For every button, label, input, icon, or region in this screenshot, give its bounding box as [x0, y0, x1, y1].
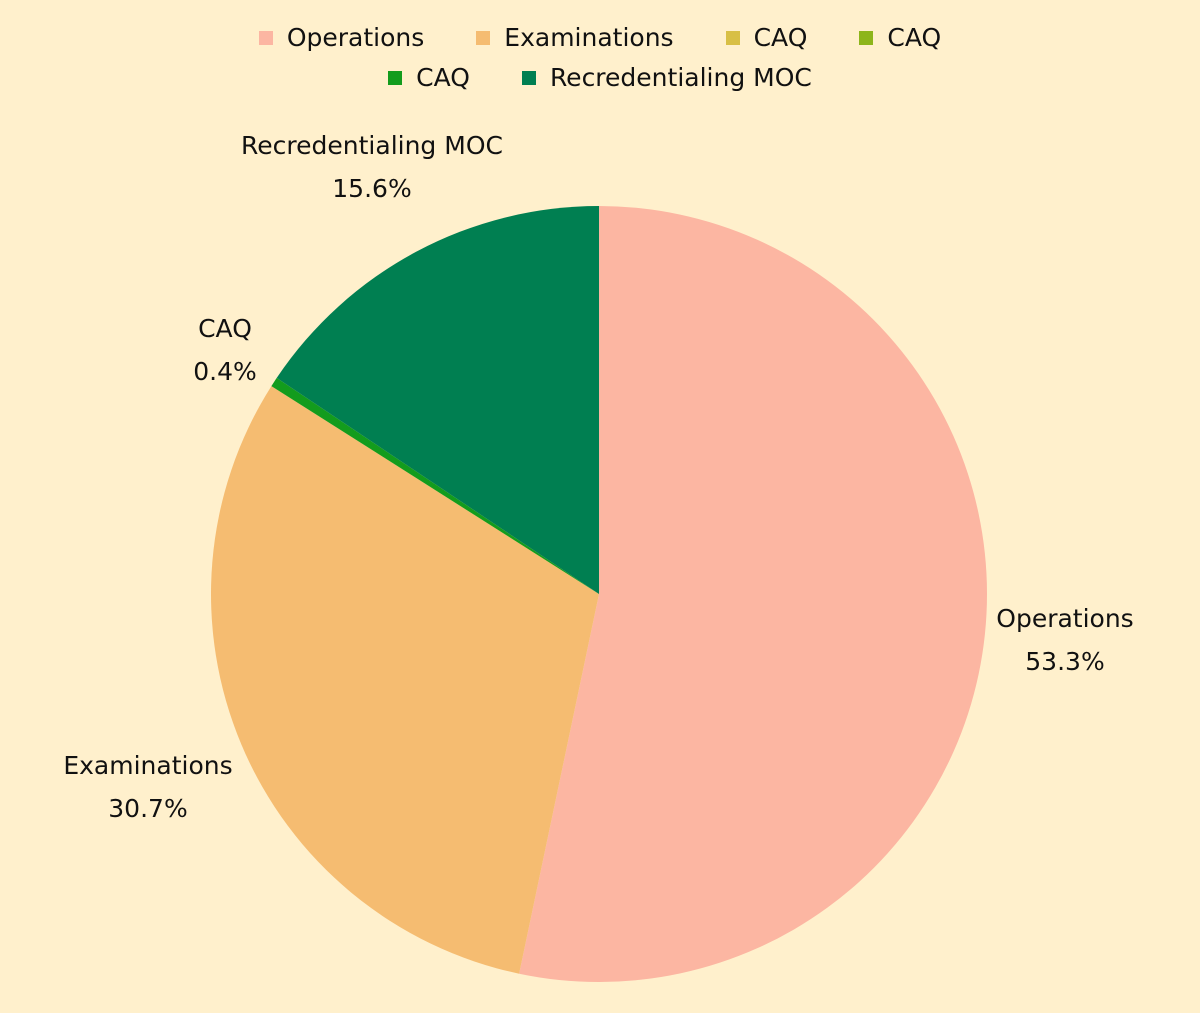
legend-swatch-operations [258, 31, 273, 45]
legend-label-recredentialing-moc: Recredentialing MOC [549, 63, 812, 92]
slice-value-operations: 53.3% [1025, 647, 1104, 676]
slice-label-examinations: Examinations [63, 751, 232, 780]
legend-swatch-examinations [476, 31, 491, 45]
legend-row-2: CAQ Recredentialing MOC [388, 60, 812, 96]
legend-swatch-caq-3 [388, 71, 403, 85]
legend-row-1: Operations Examinations CAQ CAQ [258, 20, 941, 56]
legend-label-operations: Operations [286, 23, 425, 52]
legend-label-caq-2: CAQ [887, 23, 942, 52]
slice-label-operations: Operations [996, 604, 1133, 633]
legend-swatch-caq-1 [725, 31, 740, 45]
legend-item-recredentialing-moc: Recredentialing MOC [521, 60, 812, 96]
pie-slice-recredentialing-moc-5 [276, 206, 599, 594]
pie-slices [210, 206, 988, 983]
legend-swatch-recredentialing-moc [521, 71, 536, 85]
slice-value-caq: 0.4% [193, 357, 257, 386]
legend-swatch-caq-2 [859, 31, 874, 45]
legend-item-examinations: Examinations [476, 20, 674, 56]
legend-label-caq-3: CAQ [416, 63, 470, 92]
slice-value-examinations: 30.7% [108, 794, 187, 823]
pie-slice-examinations-1 [210, 386, 600, 974]
pie-slice-caq-4 [271, 377, 599, 594]
legend-item-caq-3: CAQ [388, 60, 470, 96]
chart-legend: Operations Examinations CAQ CAQ CAQ Recr… [0, 20, 1200, 96]
slice-label-caq: CAQ [198, 314, 252, 343]
legend-item-caq-1: CAQ [725, 20, 808, 56]
pie-labels: Operations 53.3% Examinations 30.7% CAQ 0.4% R… [63, 131, 1133, 823]
pie-slice-operations-0 [519, 206, 988, 983]
legend-label-examinations: Examinations [504, 23, 674, 52]
legend-item-operations: Operations [258, 20, 425, 56]
slice-value-recredentialing-moc: 15.6% [332, 174, 411, 203]
slice-label-recredentialing-moc: Recredentialing MOC [241, 131, 503, 160]
legend-item-caq-2: CAQ [859, 20, 941, 56]
legend-label-caq-1: CAQ [753, 23, 808, 52]
